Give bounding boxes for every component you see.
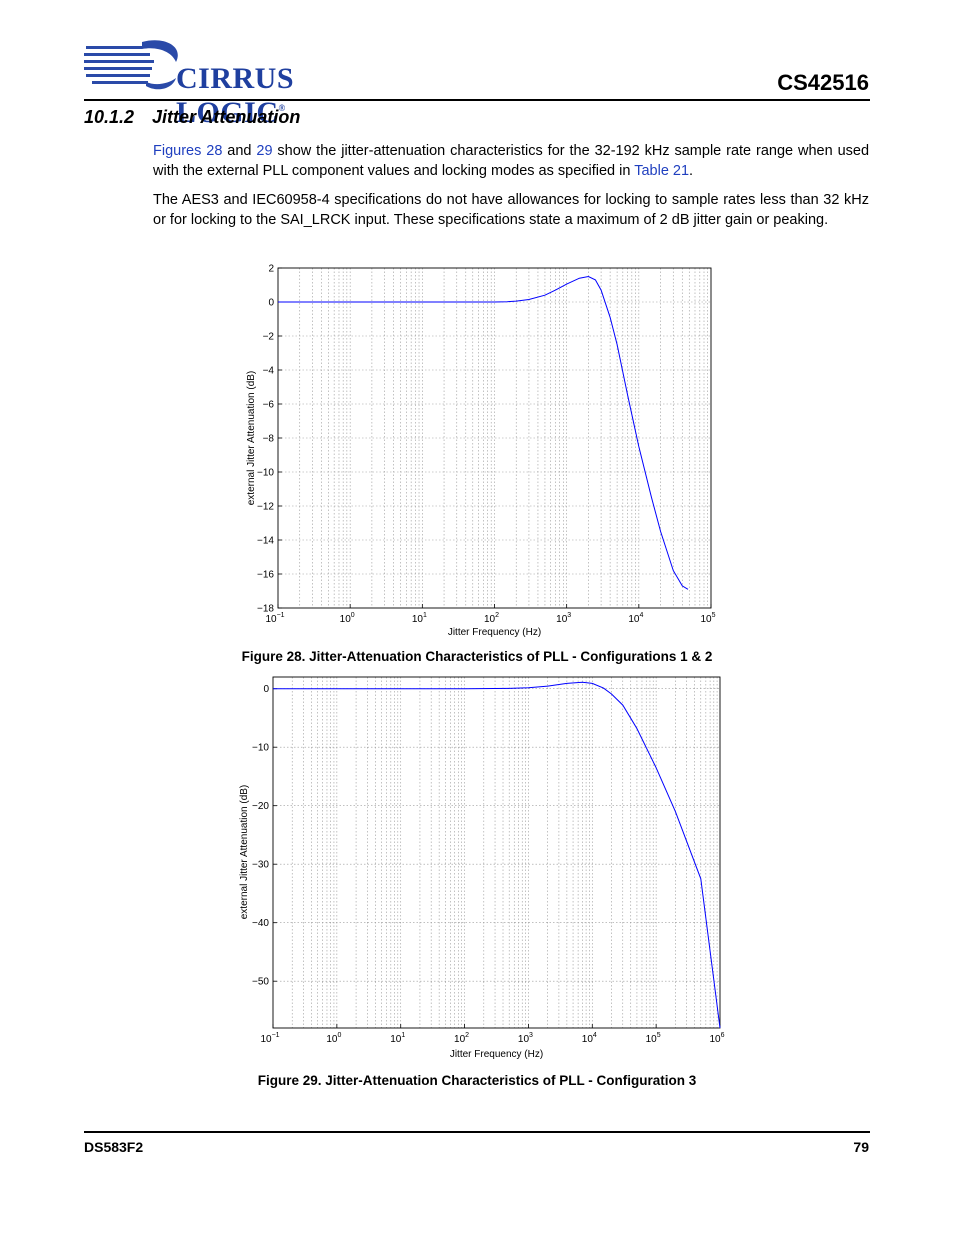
x-tick-label: 104 xyxy=(628,612,643,625)
page-number: 79 xyxy=(853,1139,869,1155)
y-tick-label: −16 xyxy=(257,570,274,581)
link-table-21[interactable]: Table 21 xyxy=(634,162,690,179)
section-number: 10.1.2 xyxy=(84,107,135,127)
x-tick-label: 103 xyxy=(518,1032,533,1045)
x-tick-label: 100 xyxy=(326,1032,341,1045)
y-tick-label: −4 xyxy=(263,366,275,377)
paragraph-1: Figures 28 and 29 show the jitter-attenu… xyxy=(153,142,869,181)
y-tick-label: 0 xyxy=(263,684,269,695)
y-tick-label: −50 xyxy=(252,977,269,988)
footer-rule xyxy=(84,1131,870,1133)
y-tick-label: −6 xyxy=(263,400,275,411)
y-tick-label: −10 xyxy=(252,743,269,754)
logo-text: CIRRUS LOGIC® xyxy=(176,62,295,129)
y-tick-label: −2 xyxy=(263,332,275,343)
y-tick-label: −30 xyxy=(252,860,269,871)
y-axis-label: external Jitter Attenuation (dB) xyxy=(239,785,250,920)
y-tick-label: −20 xyxy=(252,801,269,812)
y-tick-label: 0 xyxy=(268,298,274,309)
x-tick-label: 102 xyxy=(484,612,499,625)
x-tick-label: 100 xyxy=(340,612,355,625)
y-tick-label: −40 xyxy=(252,918,269,929)
paragraph-1-text-b: . xyxy=(689,162,694,179)
link-figure-29[interactable]: 29 xyxy=(256,143,273,159)
paragraph-2: The AES3 and IEC60958-4 specifications d… xyxy=(153,192,869,228)
document-id: DS583F2 xyxy=(84,1139,144,1155)
x-axis-label: Jitter Frequency (Hz) xyxy=(450,1049,543,1060)
figure-28-caption: Figure 28. Jitter-Attenuation Characteri… xyxy=(241,649,713,664)
y-tick-label: −8 xyxy=(263,434,275,445)
registered-mark: ® xyxy=(278,103,286,113)
paragraph-1-and: and xyxy=(222,143,257,159)
link-figure-28[interactable]: Figures 28 xyxy=(153,143,223,159)
x-tick-label: 102 xyxy=(454,1032,469,1045)
cirrus-logic-logo: CIRRUS LOGIC® xyxy=(84,38,404,129)
part-number: CS42516 xyxy=(777,70,869,95)
paragraph-1-text-a: show the jitter-attenuation characterist… xyxy=(153,143,870,179)
y-axis-label: external Jitter Attenuation (dB) xyxy=(246,371,257,506)
figure-29-caption: Figure 29. Jitter-Attenuation Characteri… xyxy=(257,1073,697,1088)
x-tick-label: 101 xyxy=(390,1032,405,1045)
figure-29-chart: 0 −10 −20 −30 −40 −50 10−1 100 101 102 103 104 105 10… xyxy=(239,676,725,1060)
x-tick-label: 106 xyxy=(709,1032,724,1045)
x-tick-label: 10−1 xyxy=(265,612,284,625)
y-tick-label: −10 xyxy=(257,468,274,479)
section-title: Jitter Attenuation xyxy=(152,107,301,127)
x-axis-label: Jitter Frequency (Hz) xyxy=(448,627,541,638)
header-rule xyxy=(84,99,870,101)
x-tick-label: 104 xyxy=(582,1032,597,1045)
y-tick-label: 2 xyxy=(268,264,274,275)
y-tick-label: −14 xyxy=(257,536,274,547)
figure-29: 0 −10 −20 −30 −40 −50 10−1 100 101 102 103 104 105 10… xyxy=(0,672,954,1067)
plot-frame xyxy=(277,267,712,609)
plot-frame xyxy=(272,676,721,1029)
series-line xyxy=(278,275,689,590)
y-tick-label: −18 xyxy=(257,604,274,615)
figure-28: 2 0 −2 −4 −6 −8 −10 −12 −14 −16 −18 10−1 100 101 102 10… xyxy=(0,258,954,646)
x-tick-label: 105 xyxy=(700,612,715,625)
x-tick-label: 103 xyxy=(556,612,571,625)
x-tick-label: 10−1 xyxy=(260,1032,279,1045)
x-tick-label: 101 xyxy=(412,612,427,625)
y-tick-label: −12 xyxy=(257,502,274,513)
series-line xyxy=(273,681,721,1029)
x-tick-label: 105 xyxy=(646,1032,661,1045)
section-heading: 10.1.2 Jitter Attenuation xyxy=(84,107,300,128)
